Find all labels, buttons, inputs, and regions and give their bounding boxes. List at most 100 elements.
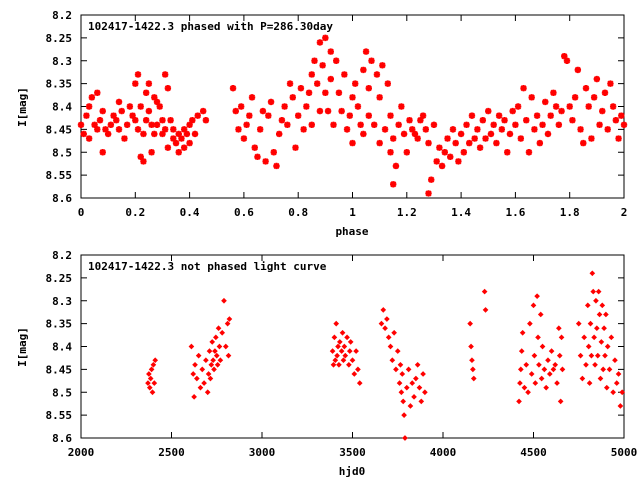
data-point <box>602 352 608 359</box>
data-point <box>217 357 224 364</box>
data-point <box>145 80 153 87</box>
data-point <box>436 144 443 151</box>
data-point <box>534 293 540 299</box>
data-point <box>417 117 424 124</box>
data-point <box>545 357 551 364</box>
data-point <box>278 117 286 124</box>
data-point <box>468 343 474 350</box>
data-point <box>407 403 414 409</box>
data-point <box>556 352 563 359</box>
data-point <box>409 380 416 386</box>
data-point <box>342 352 349 359</box>
data-point <box>414 361 421 368</box>
data-point <box>411 394 417 400</box>
data-point <box>516 398 522 405</box>
data-point <box>405 366 412 373</box>
data-point <box>197 384 204 391</box>
x-tick-label: 5000 <box>611 446 638 459</box>
data-point <box>422 126 430 133</box>
data-point <box>303 103 310 110</box>
data-point <box>273 162 280 170</box>
data-point <box>190 371 197 377</box>
data-point <box>409 126 416 133</box>
data-point <box>94 89 101 96</box>
data-point <box>339 329 346 336</box>
data-point <box>532 380 539 386</box>
data-point <box>259 107 267 115</box>
data-point <box>577 352 584 359</box>
data-point <box>295 112 302 119</box>
data-point <box>180 144 188 151</box>
data-point <box>433 158 440 165</box>
data-point <box>600 366 607 373</box>
data-point <box>512 121 519 128</box>
data-point <box>397 361 404 368</box>
data-point <box>210 357 216 364</box>
data-point <box>243 121 250 128</box>
data-point <box>482 135 489 142</box>
data-point <box>240 135 248 142</box>
data-point <box>151 380 158 386</box>
data-point <box>493 139 500 147</box>
data-point <box>615 371 622 377</box>
data-point <box>332 357 339 364</box>
data-point <box>322 89 329 96</box>
x-tick-label: 3500 <box>339 446 366 459</box>
data-point <box>509 107 516 115</box>
data-point <box>528 371 535 377</box>
panel-title: 102417-1422.3 not phased light curve <box>88 260 327 273</box>
data-point <box>590 288 597 295</box>
data-point <box>592 361 598 368</box>
data-point <box>610 389 616 396</box>
data-point <box>96 117 104 124</box>
data-point <box>380 307 387 313</box>
data-point <box>316 39 324 46</box>
data-point <box>142 117 150 124</box>
data-point <box>170 126 177 133</box>
data-point <box>536 139 544 147</box>
data-point <box>281 103 288 110</box>
data-point <box>555 121 563 128</box>
data-point <box>151 130 158 138</box>
y-tick-label: 8.5 <box>52 386 72 399</box>
data-point <box>270 149 277 156</box>
data-point <box>337 339 343 345</box>
data-point <box>588 135 595 142</box>
data-point <box>612 357 618 364</box>
x-tick-label: 4500 <box>520 446 547 459</box>
y-tick-label: 8.6 <box>52 432 72 445</box>
data-point <box>113 117 120 124</box>
data-point <box>355 366 361 373</box>
data-point <box>466 139 473 147</box>
data-point <box>531 352 538 359</box>
data-point <box>142 89 150 96</box>
data-point <box>430 121 438 128</box>
data-point <box>237 103 245 110</box>
y-tick-label: 8.2 <box>52 9 72 22</box>
data-point <box>525 149 533 156</box>
data-point <box>349 357 356 364</box>
data-point <box>523 117 530 124</box>
data-point <box>292 144 299 151</box>
data-point <box>385 334 392 341</box>
data-point <box>420 371 426 377</box>
data-point <box>495 112 503 119</box>
data-point <box>222 343 229 350</box>
data-point <box>395 121 402 128</box>
data-point <box>481 288 488 295</box>
data-point <box>262 158 269 165</box>
data-point <box>349 94 356 101</box>
data-point <box>584 302 591 309</box>
data-point <box>613 380 620 386</box>
data-point <box>132 80 139 87</box>
data-point <box>167 117 174 124</box>
data-point <box>334 352 340 359</box>
data-point <box>368 57 375 64</box>
data-point <box>333 320 340 327</box>
data-point <box>360 66 367 74</box>
data-point <box>390 181 397 188</box>
data-point <box>338 107 345 115</box>
data-point <box>175 149 182 156</box>
data-point <box>607 80 614 87</box>
